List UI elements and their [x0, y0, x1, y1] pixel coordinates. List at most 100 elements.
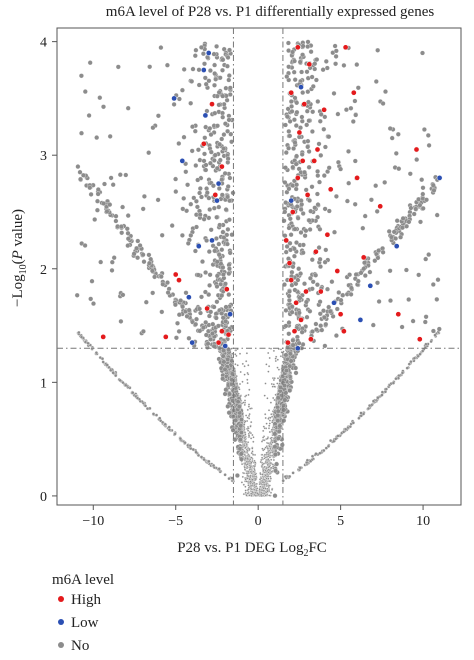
- gene-point-3052: [386, 228, 392, 234]
- gene-point-2563: [208, 149, 214, 155]
- gene-point-1284: [246, 492, 250, 495]
- high-m6a-point-19: [291, 328, 298, 335]
- gene-point-1723: [273, 385, 276, 388]
- gene-point-2799: [213, 76, 219, 82]
- gene-point-2467: [305, 44, 311, 50]
- gene-point-1432: [267, 458, 270, 461]
- gene-point-2738: [309, 184, 315, 190]
- gene-point-2524: [296, 266, 302, 272]
- gene-point-3117: [200, 51, 206, 57]
- gene-point-2597: [287, 288, 292, 294]
- gene-point-2825: [287, 240, 293, 246]
- gene-point-2739: [221, 146, 227, 152]
- gene-point-3157: [419, 177, 425, 183]
- gene-point-2064: [94, 351, 99, 355]
- gene-point-1377: [245, 460, 249, 463]
- gene-point-149: [240, 462, 244, 466]
- gene-point-2671: [293, 281, 299, 287]
- gene-point-1458: [270, 488, 274, 491]
- gene-point-3009: [186, 307, 192, 313]
- gene-point-1650: [243, 365, 246, 368]
- gene-point-2425: [213, 311, 219, 317]
- gene-point-2577: [294, 240, 299, 246]
- gene-point-1446: [272, 467, 275, 470]
- gene-point-1587: [274, 393, 277, 396]
- gene-point-3000: [408, 205, 414, 211]
- gene-point-1265: [272, 431, 278, 437]
- gene-point-2632: [291, 117, 297, 123]
- gene-point-3108: [191, 195, 197, 201]
- gene-point-2085: [109, 368, 113, 372]
- gene-point-2837: [317, 179, 322, 185]
- gene-point-2593: [294, 153, 300, 159]
- high-m6a-point-20: [293, 299, 299, 306]
- gene-point-2750: [286, 128, 292, 134]
- gene-point-1392: [227, 391, 232, 397]
- gene-point-3224: [180, 206, 186, 212]
- gene-point-2378: [204, 186, 210, 192]
- gene-point-3141: [117, 172, 123, 178]
- gene-point-1981: [433, 333, 437, 337]
- gene-point-1360: [271, 451, 274, 454]
- gene-point-3173: [115, 64, 121, 70]
- gene-point-3131: [375, 280, 380, 286]
- gene-point-3081: [95, 187, 101, 192]
- gene-point-1486: [229, 377, 235, 383]
- gene-point-2607: [286, 297, 292, 303]
- gene-point-3038: [118, 224, 124, 230]
- gene-point-2746: [285, 345, 291, 350]
- gene-point-3056: [172, 302, 178, 308]
- gene-point-3168: [86, 113, 92, 118]
- low-m6a-point-0: [171, 95, 177, 102]
- gene-point-2647: [220, 229, 226, 235]
- gene-point-3078: [173, 335, 179, 341]
- gene-point-1676: [268, 419, 272, 422]
- gene-point-3140: [325, 286, 330, 292]
- gene-point-2572: [171, 101, 177, 107]
- gene-point-2443: [286, 64, 292, 70]
- gene-point-1674: [269, 416, 272, 419]
- gene-point-3233: [423, 314, 429, 320]
- gene-point-1014: [266, 463, 269, 467]
- gene-point-2787: [219, 310, 225, 316]
- gene-point-2769: [209, 331, 215, 337]
- gene-point-1933: [131, 391, 135, 395]
- gene-point-3104: [396, 166, 402, 172]
- gene-point-3067: [146, 260, 152, 266]
- gene-point-3039: [146, 252, 152, 258]
- gene-point-1637: [267, 417, 270, 420]
- gene-point-3213: [436, 326, 442, 332]
- gene-point-3150: [418, 219, 423, 225]
- gene-point-1469: [248, 494, 251, 497]
- gene-point-3145: [353, 272, 359, 277]
- gene-point-1688: [247, 434, 251, 437]
- gene-point-2030: [429, 339, 433, 344]
- gene-point-2810: [220, 265, 226, 270]
- gene-point-3034: [413, 206, 419, 212]
- gene-point-3084: [375, 255, 381, 261]
- gene-point-1434: [283, 368, 289, 374]
- gene-point-1327: [243, 436, 247, 439]
- high-m6a-point-48: [303, 288, 309, 295]
- gene-point-1758: [254, 473, 257, 476]
- gene-point-2617: [290, 337, 296, 343]
- gene-point-2897: [135, 238, 141, 244]
- gene-point-1495: [265, 475, 269, 478]
- gene-point-1330: [244, 433, 247, 436]
- gene-point-2815: [176, 141, 182, 146]
- gene-point-2090: [384, 387, 388, 391]
- gene-point-3110: [107, 133, 113, 139]
- gene-point-2999: [113, 218, 119, 224]
- gene-point-2715: [305, 138, 311, 144]
- gene-point-2044: [100, 357, 105, 361]
- gene-point-2734: [287, 216, 293, 222]
- gene-point-2100: [305, 89, 311, 95]
- gene-point-3236: [407, 171, 413, 177]
- gene-point-2998: [158, 274, 164, 280]
- gene-point-1661: [268, 356, 271, 360]
- gene-point-2367: [208, 309, 214, 315]
- gene-point-1735: [278, 382, 281, 385]
- gene-point-1542: [267, 370, 270, 373]
- gene-point-1494: [275, 412, 281, 418]
- gene-point-1425: [245, 442, 248, 446]
